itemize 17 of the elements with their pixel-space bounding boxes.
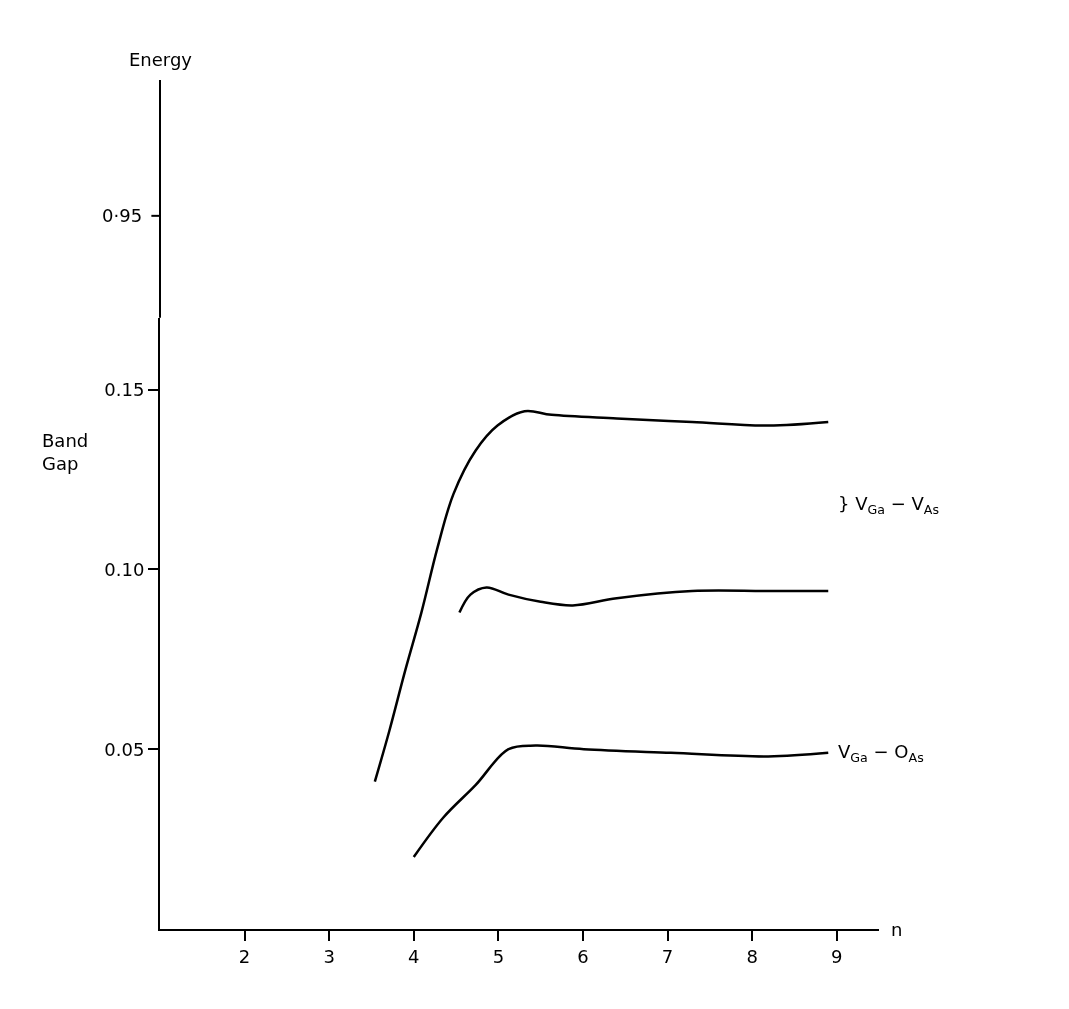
y-tick-label: 0.15 — [104, 378, 145, 400]
annotation: } V$_{Ga}$ − V$_{As}$ — [838, 493, 940, 517]
y-axis-title: Band Gap — [42, 430, 89, 475]
x-tick-label: 9 — [830, 945, 843, 967]
x-tick-label: 7 — [661, 945, 674, 967]
x-axis-title: n — [891, 919, 903, 940]
annotation: V$_{Ga}$ − O$_{As}$ — [838, 741, 924, 765]
y-tick-label: 0.10 — [104, 558, 145, 580]
text: Energy — [129, 49, 193, 70]
text: 0·95 — [102, 205, 143, 226]
x-tick-label: 3 — [323, 945, 335, 967]
x-tick-label: 2 — [238, 945, 251, 967]
x-tick-label: 8 — [746, 945, 758, 967]
y-tick-label: 0.05 — [104, 738, 145, 760]
x-tick-label: 6 — [577, 945, 589, 967]
x-tick-label: 4 — [408, 945, 420, 967]
x-tick-label: 5 — [492, 945, 505, 967]
